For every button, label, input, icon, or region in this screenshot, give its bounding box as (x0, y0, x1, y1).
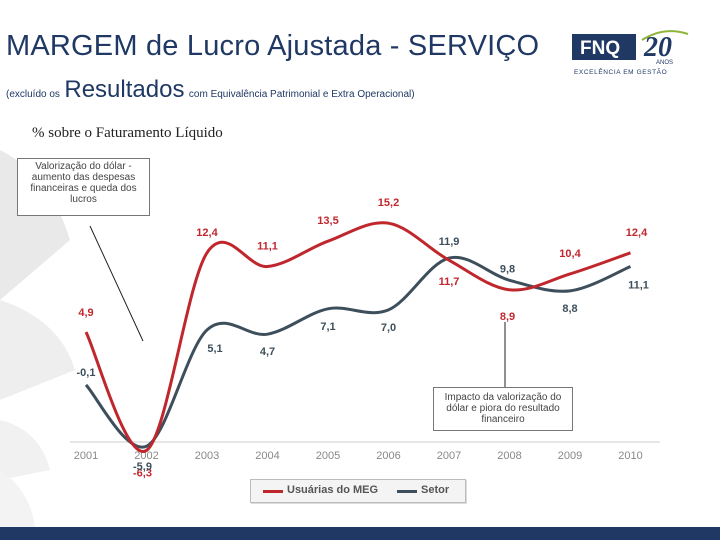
data-label-setor: 8,8 (562, 303, 577, 315)
x-tick-label: 2007 (437, 450, 461, 462)
x-tick-label: 2008 (497, 450, 521, 462)
data-label-setor: -5,9 (133, 461, 152, 473)
footer-bar (0, 527, 720, 540)
data-label-setor: 7,1 (320, 321, 335, 333)
fnq-logo: FNQ 20 ANOS EXCELÊNCIA EM GESTÃO (572, 30, 689, 76)
logo-box (572, 34, 636, 60)
logo-swoosh-icon (641, 30, 689, 41)
subtitle-suffix: com Equivalência Patrimonial e Extra Ope… (188, 89, 415, 100)
legend-label-setor: Setor (421, 484, 450, 496)
x-tick-label: 2006 (376, 450, 400, 462)
callout-leader-line (89, 225, 144, 342)
annotation-dollar-valuation: Valorização do dólar - aumento das despe… (17, 158, 150, 216)
data-label-setor: -0,1 (77, 367, 96, 379)
background-swoosh (0, 420, 50, 480)
x-tick-label: 2005 (316, 450, 340, 462)
data-label-setor: 7,0 (381, 322, 396, 334)
chart-title: % sobre o Faturamento Líquido (32, 125, 223, 141)
legend-swatch-setor (397, 490, 417, 493)
data-label-meg: 12,4 (626, 227, 648, 239)
subtitle-main: Resultados (64, 76, 185, 103)
data-label-meg: 11,7 (439, 276, 460, 288)
data-label-meg: 8,9 (500, 311, 515, 323)
series-line-meg (84, 221, 631, 453)
logo-brand: FNQ (580, 38, 620, 59)
annotation-financial-impact: Impacto da valorização do dólar e piora … (433, 387, 573, 431)
series-line-setor (84, 255, 632, 449)
legend-label-meg: Usuárias do MEG (287, 484, 379, 496)
background-swoosh (0, 470, 35, 527)
x-tick-label: 2002 (134, 450, 158, 462)
background-swoosh (0, 300, 75, 400)
data-label-meg: 15,2 (378, 197, 399, 209)
page-title: MARGEM de Lucro Ajustada - SERVIÇO (6, 30, 540, 62)
logo-tagline: EXCELÊNCIA EM GESTÃO (574, 67, 667, 76)
data-label-setor: 11,1 (628, 280, 649, 292)
x-tick-label: 2009 (558, 450, 582, 462)
data-label-setor: 9,8 (500, 263, 515, 275)
data-label-setor: 4,7 (260, 346, 275, 358)
x-tick-label: 2003 (195, 450, 219, 462)
data-label-meg: 12,4 (196, 227, 218, 239)
data-label-setor: 5,1 (207, 343, 222, 355)
data-label-meg: -6,3 (133, 467, 152, 479)
x-tick-label: 2010 (618, 450, 642, 462)
data-label-meg: 11,1 (257, 241, 278, 253)
subtitle-prefix: (excluído os (6, 89, 60, 100)
data-label-meg: 13,5 (317, 215, 338, 227)
data-label-setor: 11,9 (439, 236, 460, 248)
logo-years-word: ANOS (656, 60, 673, 66)
chart-legend: Usuárias do MEG Setor (250, 479, 466, 503)
legend-swatch-meg (263, 490, 283, 493)
x-tick-label: 2004 (255, 450, 279, 462)
x-tick-label: 2001 (74, 450, 98, 462)
data-label-meg: 10,4 (559, 248, 581, 260)
data-label-meg: 4,9 (78, 307, 93, 319)
page-subtitle: (excluído os Resultados com Equivalência… (6, 76, 415, 104)
